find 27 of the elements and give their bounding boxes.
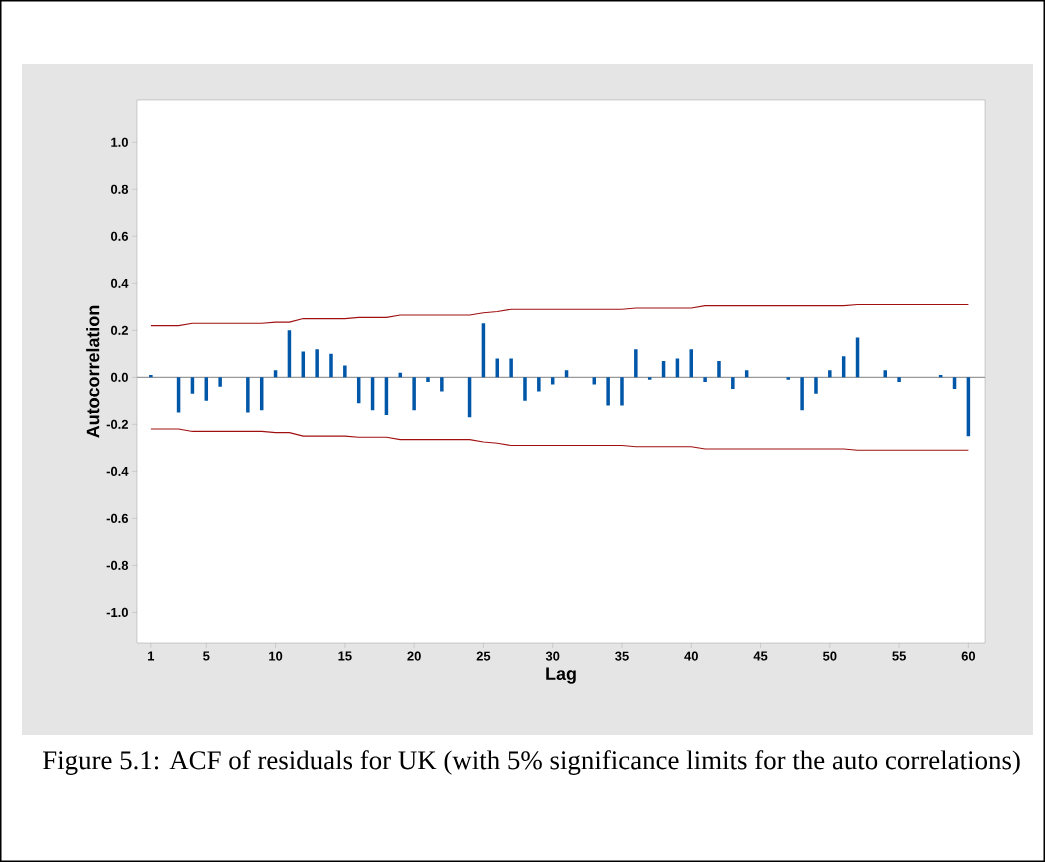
y-tick-label: -0.4 <box>106 466 129 476</box>
x-tick-label: 50 <box>823 651 837 661</box>
y-tick-label: 0.0 <box>111 372 128 382</box>
y-tick-label: 0.6 <box>111 231 129 241</box>
y-tick-label: -0.8 <box>106 560 129 570</box>
y-tick-label: -0.6 <box>106 513 129 523</box>
x-tick-label: 25 <box>476 651 491 661</box>
y-tick-label: -0.2 <box>106 419 128 429</box>
y-tick-label: 0.8 <box>111 184 129 194</box>
x-tick-label: 10 <box>269 651 283 661</box>
x-tick-label: 30 <box>545 651 560 661</box>
x-axis-title: Lag <box>546 667 576 684</box>
x-tick-label: 40 <box>684 651 698 661</box>
x-tick-label: 5 <box>203 651 210 661</box>
y-tick-label: 0.4 <box>111 278 129 288</box>
y-axis-title: Autocorrelation <box>86 305 100 438</box>
x-tick-label: 45 <box>753 651 768 661</box>
x-tick-label: 15 <box>338 651 352 661</box>
x-tick-label: 35 <box>615 651 629 661</box>
x-tick-label: 20 <box>407 651 421 661</box>
caption: Figure 5.1: ACF of residuals for UK (with 5% significance limits for the auto correlations) <box>42 750 1020 775</box>
y-tick-label: -1.0 <box>106 607 128 618</box>
x-tick-label: 1 <box>148 651 155 661</box>
y-tick-label: 0.2 <box>111 325 128 335</box>
x-tick-label: 60 <box>961 651 976 661</box>
y-tick-label: 1.0 <box>111 137 128 147</box>
x-tick-label: 55 <box>892 651 906 661</box>
